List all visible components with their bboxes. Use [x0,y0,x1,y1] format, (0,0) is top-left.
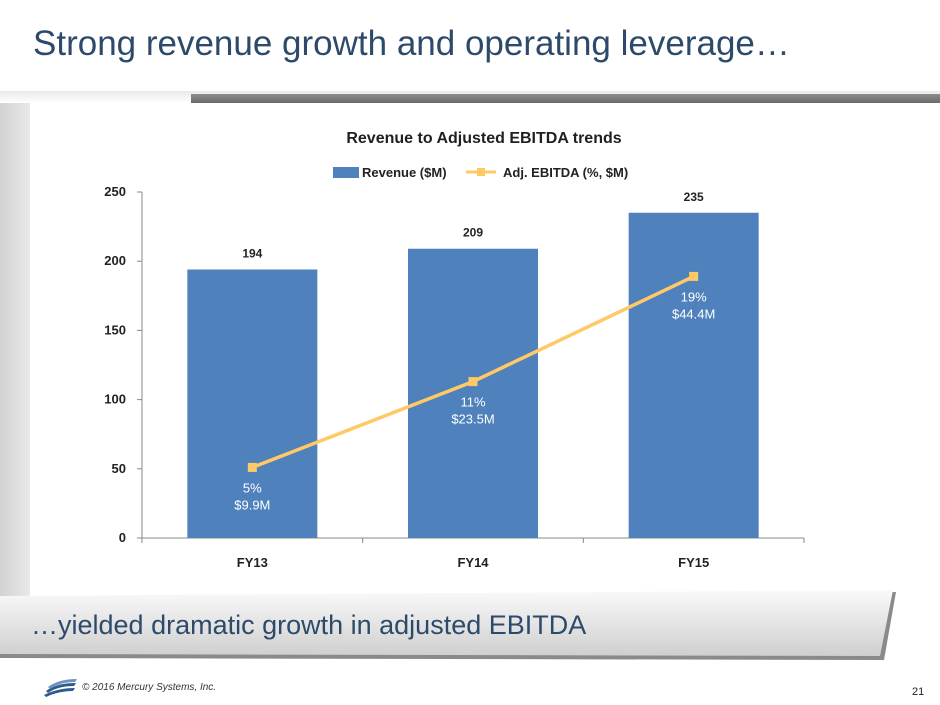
revenue-bar [408,248,538,538]
header-divider-bar [191,94,940,103]
revenue-bar-label: 194 [242,247,262,261]
x-axis-ticks: FY13 FY14 FY15 [141,538,805,570]
x-tick-label: FY15 [678,555,709,570]
ebitda-point-label: 19% [681,289,707,304]
left-decorative-band [0,103,30,613]
ebitda-point [689,271,699,281]
y-tick-label: 50 [112,461,126,476]
ebitda-point [468,377,478,387]
copyright-notice: © 2016 Mercury Systems, Inc. [82,682,217,693]
legend-revenue-swatch [333,167,359,178]
ebitda-data-labels: 5% $9.9M 11% $23.5M 19% $44.4M [234,289,715,512]
ebitda-point-label: $44.4M [672,306,715,321]
revenue-bar-label: 209 [463,226,483,240]
revenue-bar [187,269,318,538]
revenue-data-labels: 194 209 235 [242,190,704,261]
ebitda-point-label: $9.9M [234,497,270,512]
ebitda-point-label: 5% [243,480,262,495]
ebitda-point [247,462,257,472]
y-tick-label: 0 [119,530,126,545]
mercury-logo-icon [44,679,77,697]
y-tick-label: 250 [104,184,126,199]
x-tick-label: FY13 [237,555,268,570]
x-tick-label: FY14 [457,555,489,570]
slide-title: Strong revenue growth and operating leve… [33,24,790,63]
chart-title: Revenue to Adjusted EBITDA trends [346,130,621,147]
revenue-bar-label: 235 [684,190,704,204]
revenue-bars [187,212,759,538]
chart-legend: Revenue ($M) Adj. EBITDA (%, $M) [333,165,628,180]
ebitda-line-series [247,271,699,472]
legend-ebitda-label: Adj. EBITDA (%, $M) [503,165,628,180]
legend-ebitda-marker [477,168,485,176]
revenue-ebitda-chart: Revenue to Adjusted EBITDA trends Revenu… [104,130,805,570]
y-tick-label: 150 [104,322,126,337]
legend-revenue-label: Revenue ($M) [362,165,447,180]
y-tick-label: 200 [104,253,126,268]
takeaway-text: …yielded dramatic growth in adjusted EBI… [31,610,587,640]
y-tick-label: 100 [104,392,126,407]
y-axis-ticks: 0 50 100 150 200 250 [104,184,142,545]
banner-background [0,590,896,660]
page-number: 21 [912,686,925,698]
takeaway-banner: …yielded dramatic growth in adjusted EBI… [0,590,900,662]
ebitda-point-label: 11% [460,395,485,410]
ebitda-point-label: $23.5M [451,412,494,427]
revenue-bar [628,212,759,538]
